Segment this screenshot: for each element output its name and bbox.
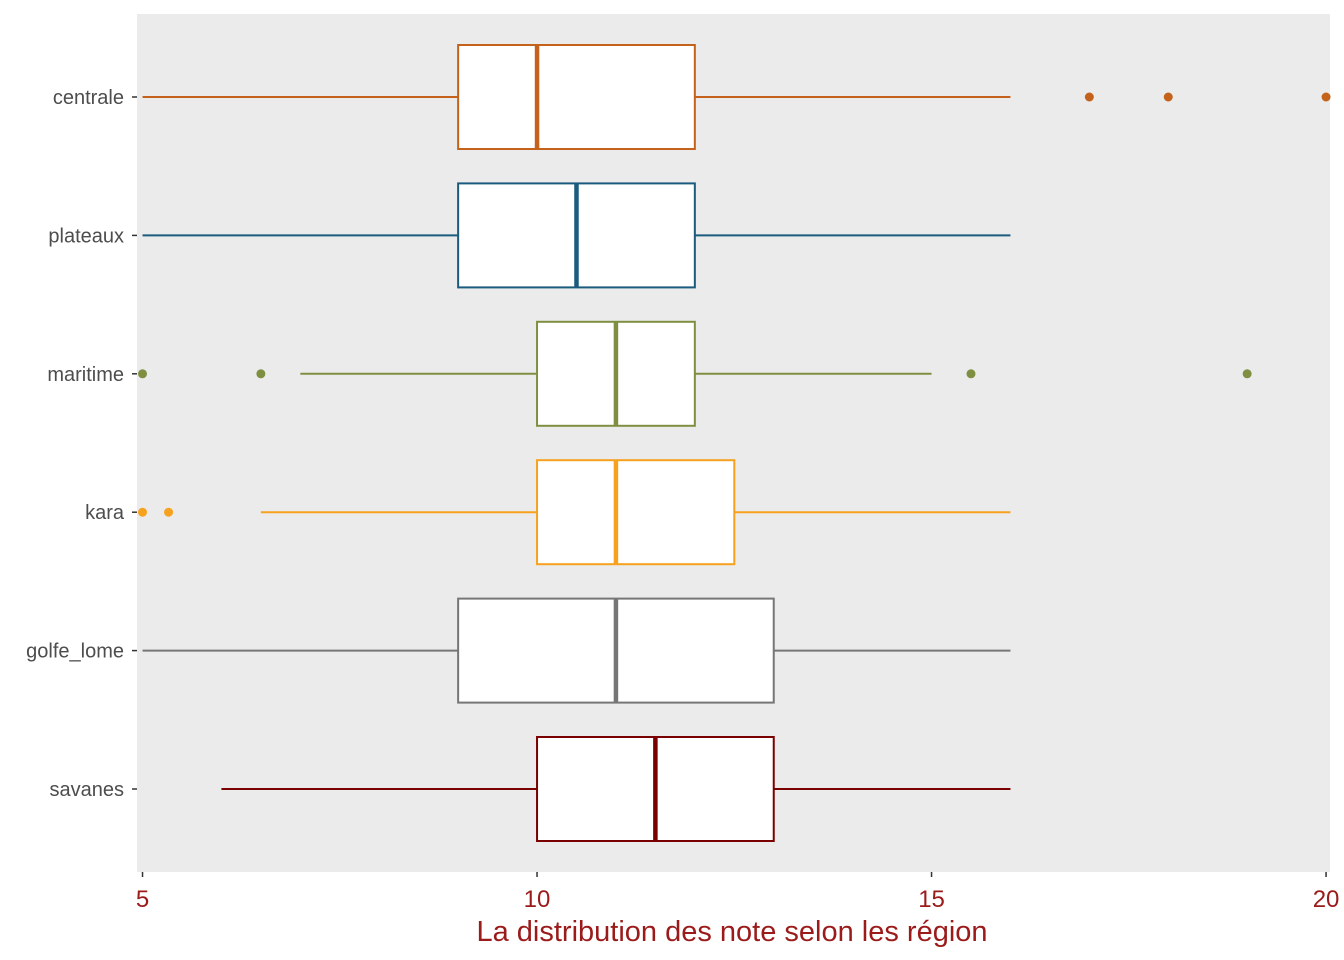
outlier-point — [164, 507, 174, 517]
iqr-box — [536, 459, 736, 566]
x-tick-label: 20 — [1313, 886, 1340, 913]
plot-panel — [137, 14, 1330, 872]
box-kara — [138, 459, 1011, 566]
outlier-point — [256, 369, 266, 379]
outlier-point — [966, 369, 976, 379]
category-label: centrale — [53, 87, 124, 109]
outlier-point — [1321, 92, 1331, 102]
outlier-point — [1242, 369, 1252, 379]
outlier-point — [138, 369, 148, 379]
box-savanes — [221, 736, 1011, 842]
outlier-point — [1084, 92, 1094, 102]
category-label: plateaux — [48, 225, 124, 247]
category-labels: centrale plateaux maritime kara golfe_lomesa… — [26, 87, 137, 801]
iqr-box — [457, 44, 696, 150]
x-tick-label: 5 — [136, 886, 149, 913]
box-golfe_lome — [142, 597, 1011, 704]
box-plateaux — [142, 182, 1011, 289]
box-maritime — [138, 320, 1252, 427]
outlier-point — [1163, 92, 1173, 102]
category-label: maritime — [47, 364, 124, 386]
category-label: golfe_lome — [26, 641, 124, 663]
x-axis-ticks: 5 10 15 20 — [136, 872, 1340, 913]
x-tick-label: 10 — [524, 886, 551, 913]
x-tick-label: 15 — [918, 886, 945, 913]
box-centrale — [142, 44, 1331, 150]
category-label: savanes — [50, 779, 125, 801]
outlier-point — [138, 507, 148, 517]
x-axis-title: La distribution des note selon les régio… — [476, 916, 987, 948]
category-label: kara — [85, 502, 125, 524]
boxes-layer — [138, 44, 1331, 842]
